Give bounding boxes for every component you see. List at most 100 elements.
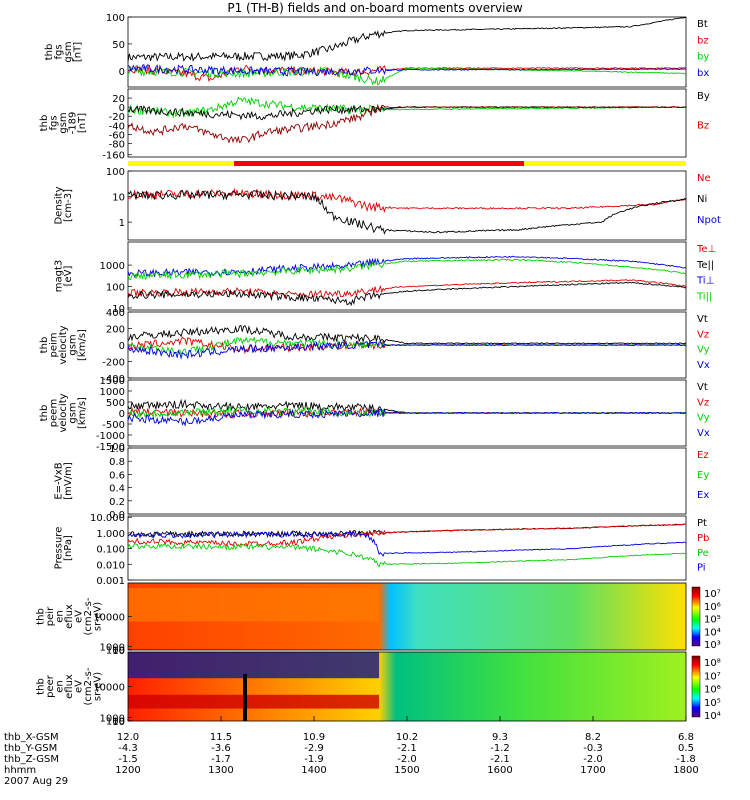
x-row-value: 12.0: [117, 732, 139, 743]
x-row-label: hhmm: [4, 765, 36, 776]
x-row-value: 1400: [301, 765, 326, 776]
legend-entry: Ne: [697, 173, 711, 184]
panel-frame: [127, 241, 687, 311]
y-axis-label: sr-eV): [93, 602, 104, 631]
y-tick-label: 100: [106, 646, 125, 657]
legend-entry: Ni: [697, 194, 707, 205]
series-line-Pi: [127, 530, 687, 557]
colorbar-tick-label: 10⁶: [704, 602, 721, 613]
series-line-Ne: [127, 187, 687, 213]
colorbar-tick-label: 10⁸: [704, 658, 721, 669]
legend-entry: Vz: [697, 397, 709, 408]
y-tick-label: -1000: [96, 431, 125, 442]
legend-entry: by: [697, 52, 709, 63]
y-axis-label: thb: [39, 337, 50, 354]
legend-entry: Pt: [697, 518, 707, 529]
y-tick-label: 10.000: [90, 513, 125, 524]
series-line-Bz: [127, 103, 687, 144]
y-axis-label: en: [55, 610, 66, 623]
series-line-Te||: [127, 281, 687, 307]
y-tick-label: -80: [109, 139, 125, 150]
y-tick-label: 0.6: [109, 470, 125, 481]
panel-density: 100 10 1 Density[cm-3] Ne Ni Npot: [53, 167, 721, 241]
colorbar-tick-label: 10⁴: [704, 711, 721, 722]
y-axis-label: peir: [45, 606, 56, 626]
y-axis-label: eflux: [64, 674, 75, 699]
x-row-value: 1700: [580, 765, 605, 776]
colorbar-tick-label: 10⁶: [704, 685, 721, 696]
x-row-value: -2.1: [397, 743, 417, 754]
y-tick-label: 1000: [100, 261, 125, 272]
y-axis-label: thb: [36, 608, 47, 625]
panel-frame: [127, 88, 687, 158]
x-row-value: -1.7: [211, 754, 231, 765]
y-tick-label: 0.100: [96, 545, 125, 556]
y-axis-label: gsm: [68, 334, 79, 355]
y-tick-label: -160: [102, 151, 125, 162]
series-line-Vt: [127, 324, 687, 345]
x-row-value: -4.3: [118, 743, 138, 754]
y-tick-label: 10000: [93, 683, 125, 694]
x-row-label: thb_Y-GSM: [4, 743, 57, 754]
y-tick-label: 0: [119, 341, 125, 352]
y-tick-label: 1500: [100, 376, 125, 387]
legend-entry: Vx: [697, 428, 710, 439]
y-axis-label: E=-VxB: [53, 462, 64, 499]
y-tick-label: 200: [106, 325, 125, 336]
panel-temperature: 1000 100 10 magt3[eV] Te⊥ Te|| Ti⊥ Ti||: [53, 241, 716, 315]
y-tick-label: 100: [106, 167, 125, 178]
series-line-by: [127, 65, 687, 86]
series-line-Vx: [127, 340, 687, 360]
y-axis-label: [eV]: [63, 266, 74, 287]
x-row-value: -2.1: [490, 754, 510, 765]
y-tick-label: 1000: [100, 643, 125, 654]
y-tick-label: -20: [109, 112, 125, 123]
y-tick-label: -400: [102, 374, 125, 385]
series-line-Vt: [127, 398, 686, 415]
legend-entry: bx: [697, 68, 709, 79]
legend-entry: Vz: [697, 329, 709, 340]
y-tick-label: 0.010: [96, 560, 125, 571]
panel-frame: [127, 170, 687, 241]
x-row-value: -2.9: [304, 743, 324, 754]
panel-frame: [127, 447, 687, 515]
y-tick-label: 10000: [93, 613, 125, 624]
colorbar-tick-label: 10⁵: [704, 615, 721, 626]
x-row-value: 1600: [487, 765, 512, 776]
y-axis-label: eV: [74, 610, 85, 623]
y-tick-label: -500: [102, 420, 125, 431]
colorbar-tick-label: 10⁴: [704, 627, 721, 638]
mode-segment: [128, 161, 235, 166]
y-axis-label: thb: [39, 405, 50, 422]
y-axis-label: thb: [39, 115, 50, 132]
y-axis-label: [mV/m]: [63, 462, 74, 500]
y-axis-label: [km/s]: [77, 329, 88, 361]
x-row-value: 0.5: [678, 743, 694, 754]
x-row-value: 6.8: [678, 732, 694, 743]
legend-entry: Bt: [697, 19, 708, 30]
y-tick-label: 1: [119, 218, 125, 229]
x-row-value: 1500: [394, 765, 419, 776]
series-line-Bt: [127, 16, 687, 62]
y-axis-label: sr-eV): [93, 672, 104, 701]
y-tick-label: 500: [106, 398, 125, 409]
x-row-value: 1200: [115, 765, 140, 776]
y-axis-label: Density: [53, 186, 64, 224]
y-tick-label: 10: [112, 193, 125, 204]
legend-entry: Ti||: [696, 291, 712, 302]
y-axis-label: thb: [44, 44, 55, 61]
spectrogram-band: [128, 694, 380, 709]
series-line-bz: [127, 64, 687, 83]
y-tick-label: 0.0: [109, 510, 125, 521]
legend-entry: Pe: [697, 548, 709, 559]
y-axis-label: magt3: [53, 260, 64, 293]
legend-entry: Vy: [697, 413, 710, 424]
legend-entry: Vy: [697, 345, 710, 356]
y-tick-label: -200: [102, 358, 125, 369]
y-axis-label: velocity: [58, 325, 69, 364]
legend-entry: Te||: [696, 260, 714, 271]
y-axis-label: eV: [74, 680, 85, 693]
